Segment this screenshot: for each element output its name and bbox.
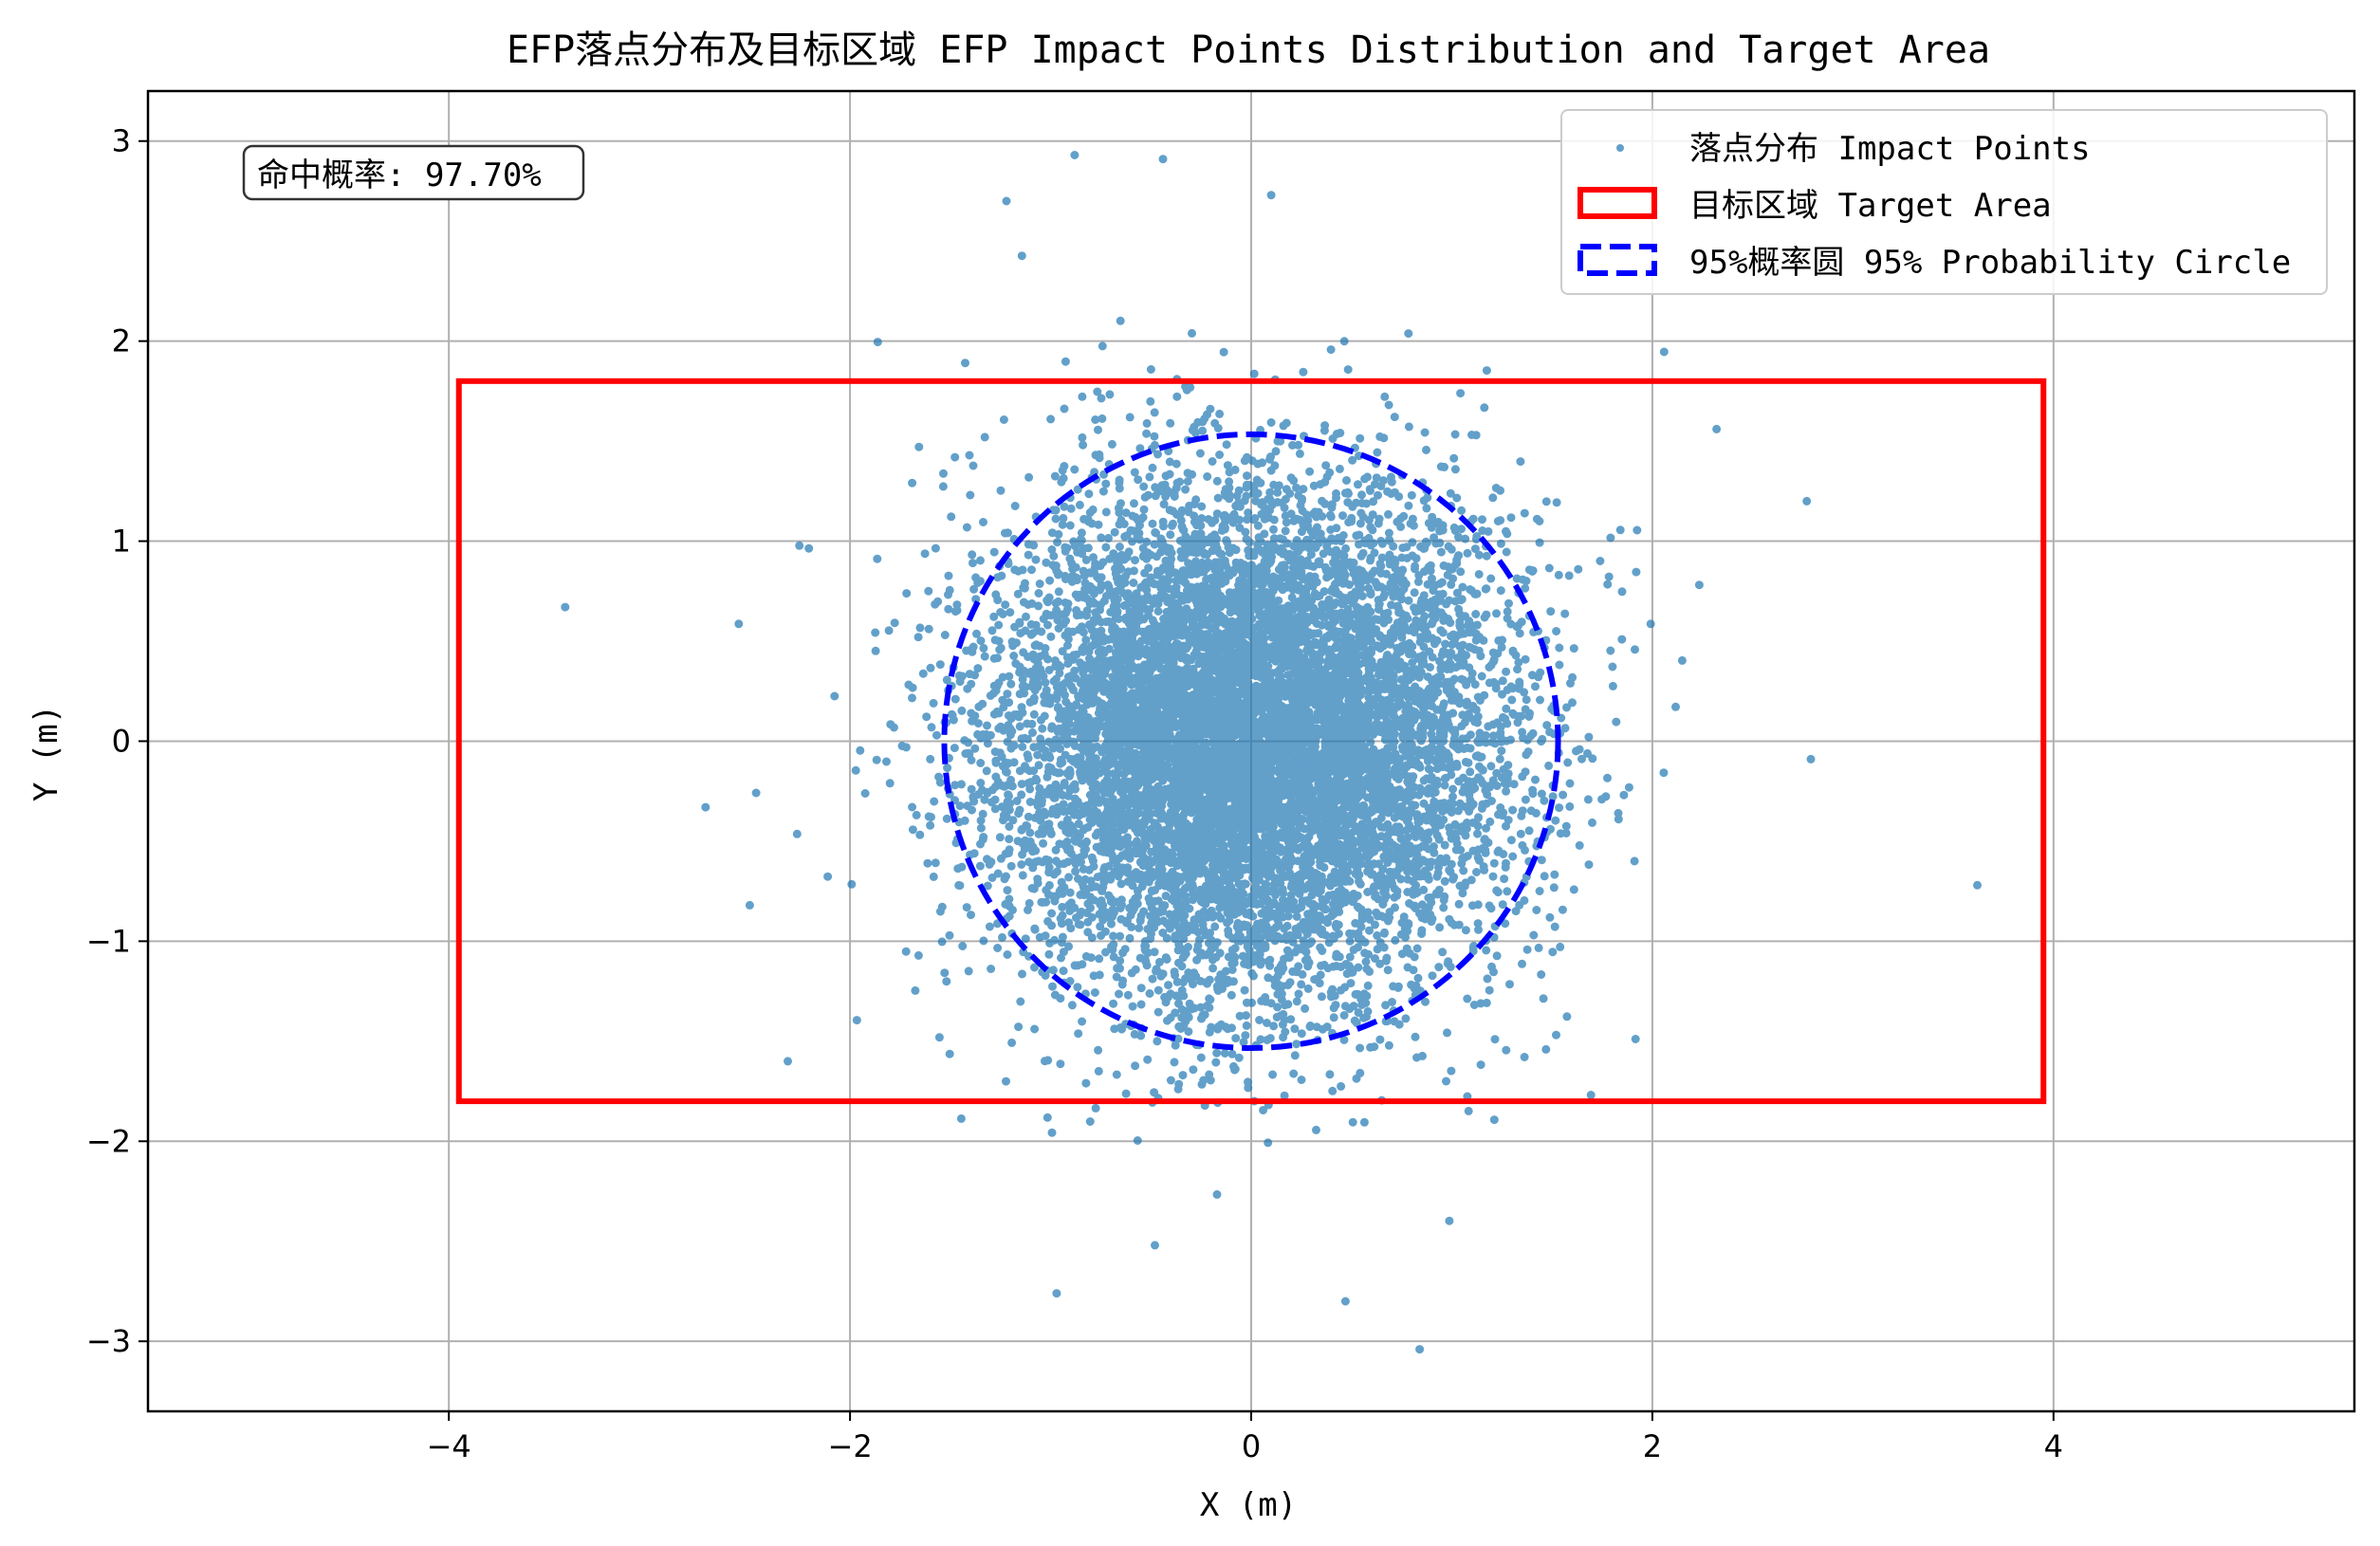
x-tick-label: 0 xyxy=(1242,1428,1261,1464)
probability-circle xyxy=(941,431,1561,1051)
legend-label-circle: 95%概率圆 95% Probability Circle xyxy=(1689,244,2291,282)
impact-points xyxy=(561,151,1982,1354)
annotation-text: 命中概率: 97.70% xyxy=(257,156,542,194)
legend-marker-points xyxy=(1616,144,1624,152)
axis-ticks: −4 −2 0 2 4 −3 −2 −1 0 1 2 3 xyxy=(86,123,2063,1464)
x-tick-label: 4 xyxy=(2044,1428,2063,1464)
legend-marker-target xyxy=(1577,187,1657,219)
x-tick-label: 2 xyxy=(1643,1428,1662,1464)
x-axis-label: X (m) xyxy=(1200,1486,1297,1524)
legend-frame xyxy=(1560,109,2328,295)
legend: 落点分布 Impact Points 目标区域 Target Area 95%概… xyxy=(1560,109,2328,295)
legend-label-points: 落点分布 Impact Points xyxy=(1689,130,2091,168)
annotation-box xyxy=(242,144,585,201)
legend-marker-circle xyxy=(1577,244,1657,276)
impact-point-marks xyxy=(561,151,1982,1354)
y-tick-label: −1 xyxy=(86,923,131,959)
y-tick-label: −3 xyxy=(86,1323,131,1359)
target-area-rectangle xyxy=(455,377,2047,1105)
y-tick-label: 0 xyxy=(112,723,131,759)
y-tick-label: −2 xyxy=(86,1123,131,1159)
plot-content xyxy=(455,151,2047,1354)
y-tick-label: 1 xyxy=(112,524,131,560)
legend-label-target: 目标区域 Target Area xyxy=(1689,187,2052,225)
hit-probability-annotation: 命中概率: 97.70% xyxy=(242,144,585,201)
y-tick-label: 2 xyxy=(112,323,131,359)
chart-title: EFP落点分布及目标区域 EFP Impact Points Distribut… xyxy=(507,28,1990,72)
x-tick-label: −2 xyxy=(828,1428,873,1464)
y-axis-label: Y (m) xyxy=(28,705,65,801)
x-tick-label: −4 xyxy=(427,1428,471,1464)
y-tick-label: 3 xyxy=(112,123,131,159)
